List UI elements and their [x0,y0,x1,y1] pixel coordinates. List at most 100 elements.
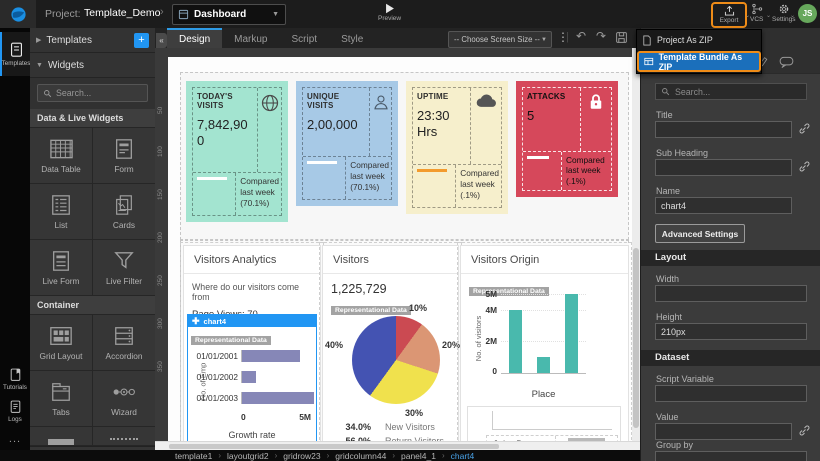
card-value: 7,842,900 [197,117,248,149]
widget-tile-data-table[interactable]: Data Table [30,128,92,183]
sidebar-item-templates[interactable]: Templates [0,32,30,76]
subheading-input[interactable] [655,159,792,176]
widget-tile-live-filter[interactable]: Live Filter [93,240,155,295]
widget-tile-wizard[interactable]: Wizard [93,371,155,426]
menu-item-template-bundle-as-zip[interactable]: Template Bundle As ZIP [637,51,761,72]
tab-style[interactable]: Style [341,33,364,45]
templates-header-label: Templates [46,34,92,46]
settings-chevron-icon: ⌄ [790,13,796,19]
scrollbar-thumb[interactable] [169,444,499,449]
settings-button[interactable]: Settings [772,3,796,23]
widgets-section-header[interactable]: ▼ Widgets [30,53,155,78]
bind-link-icon[interactable] [798,123,810,135]
panel-title: Visitors [323,246,458,274]
design-canvas[interactable]: 50 100 150 200 250 300 350 TODAY'S VISIT… [155,48,640,441]
preview-button[interactable]: Preview [378,3,401,22]
panel-visitors-origin[interactable]: Visitors Origin Representational Data No… [457,242,632,441]
widget-tile-grid-layout[interactable]: Grid Layout [30,315,92,370]
data-table-icon [49,139,73,158]
tab-script[interactable]: Script [291,33,318,45]
breadcrumb-item[interactable]: gridrow23 [283,450,321,461]
advanced-settings-button[interactable]: Advanced Settings [655,224,745,243]
more-options-icon[interactable]: ⋮ [557,30,569,44]
wizard-icon [113,388,135,395]
collapse-panel-button[interactable]: « [156,33,167,48]
tab-design[interactable]: Design [167,28,223,48]
widget-tile-tabs[interactable]: Tabs [30,371,92,426]
page-surface[interactable]: TODAY'S VISITS 7,842,900 Compared last w… [168,57,632,441]
breadcrumb-item-active[interactable]: chart4 [450,450,475,461]
card-value: 2,00,000 [307,117,358,132]
vertical-scrollbar[interactable] [632,48,640,441]
redo-icon[interactable]: ↷ [596,29,607,43]
widget-tile-accordion[interactable]: Accordion [93,315,155,370]
events-tab-icon[interactable] [779,56,794,68]
width-input[interactable] [655,285,807,302]
dataset-section-header[interactable]: Dataset [641,350,820,366]
breadcrumb-item[interactable]: layoutgrid2 [227,450,269,461]
bind-link-icon[interactable] [798,161,810,173]
script-variable-input[interactable] [655,385,807,402]
panel-visitors-analytics[interactable]: Visitors Analytics Where do our visitors… [180,242,324,441]
bottom-left-filler [0,450,155,461]
menu-item-project-as-zip[interactable]: Project As ZIP [637,30,761,50]
horizontal-scrollbar[interactable] [155,441,640,451]
export-button[interactable]: Export [711,2,747,28]
widget-tile-cards[interactable]: Cards [93,184,155,239]
sidebar-item-logs[interactable]: Logs [0,400,30,423]
layout-section-header[interactable]: Layout [641,250,820,266]
widget-selection-header[interactable]: ✚ chart4 [188,315,316,327]
y-tick: 0 [492,366,497,376]
trend-bar [417,169,447,172]
scrollbar-thumb[interactable] [633,248,639,428]
widget-tile-clipped-2[interactable] [93,427,155,445]
project-chevron-icon: › [160,6,164,18]
vcs-button[interactable]: VCS [750,3,763,23]
breadcrumb-item[interactable]: panel4_1 [400,450,436,461]
export-menu: Project As ZIP Template Bundle As ZIP [636,29,762,74]
accordion-icon [115,326,133,345]
app-logo[interactable] [0,0,36,28]
group-by-input[interactable] [655,451,807,461]
panel-visitors[interactable]: Visitors 1,225,729 Representational Data… [319,242,462,441]
rail-more-button[interactable]: ... [0,433,30,445]
breadcrumb-item[interactable]: template1 [175,450,213,461]
move-handle-icon[interactable]: ✚ [192,315,200,326]
widget-name: chart4 [203,316,227,326]
selected-chart-widget[interactable]: ✚ chart4 Representational Data No. of Em… [187,314,317,441]
templates-section-header[interactable]: ▶ Templates + [30,28,155,53]
pie-label: 30% [405,408,424,418]
widget-tile-list[interactable]: List [30,184,92,239]
page-selector[interactable]: Dashboard ▼ [172,4,286,25]
widget-tile-form[interactable]: Form [93,128,155,183]
save-icon[interactable] [615,31,628,44]
name-input[interactable]: chart4 [655,197,792,214]
search-icon [44,89,52,97]
bind-link-icon[interactable] [798,425,810,437]
card-attacks[interactable]: ATTACKS 5 Compared last week (.1%) [516,81,618,197]
widget-tile-clipped-1[interactable] [30,427,92,445]
undo-icon[interactable]: ↶ [576,29,587,43]
add-template-button[interactable]: + [134,32,149,48]
widget-tile-live-form[interactable]: Live Form [30,240,92,295]
height-input[interactable]: 210px [655,323,807,340]
widget-search-input[interactable]: Search... [37,84,148,102]
tab-markup[interactable]: Markup [234,33,268,45]
card-todays-visits[interactable]: TODAY'S VISITS 7,842,900 Compared last w… [186,81,288,222]
caret-down-icon: ▼ [36,61,43,69]
bundle-icon [644,57,654,66]
sidebar-item-tutorials[interactable]: Tutorials [0,368,30,391]
properties-search-input[interactable]: Search... [655,83,807,100]
table-widget[interactable]: John Doe 20 [467,406,621,441]
title-input[interactable] [655,121,792,138]
value-input[interactable] [655,423,792,440]
avatar[interactable]: JS [798,4,817,23]
breadcrumb-item[interactable]: gridcolumn44 [335,450,387,461]
screen-size-select[interactable]: -- Choose Screen Size -- ▼ [448,31,552,48]
card-uptime[interactable]: UPTIME 23:30 Hrs Compared last week (.1%… [406,81,508,214]
card-unique-visits[interactable]: UNIQUE VISITS 2,00,000 Compared last wee… [296,81,398,206]
representational-badge: Representational Data [331,306,411,315]
breadcrumb-sep-icon: › [274,451,278,460]
column-bar-2 [537,357,550,373]
